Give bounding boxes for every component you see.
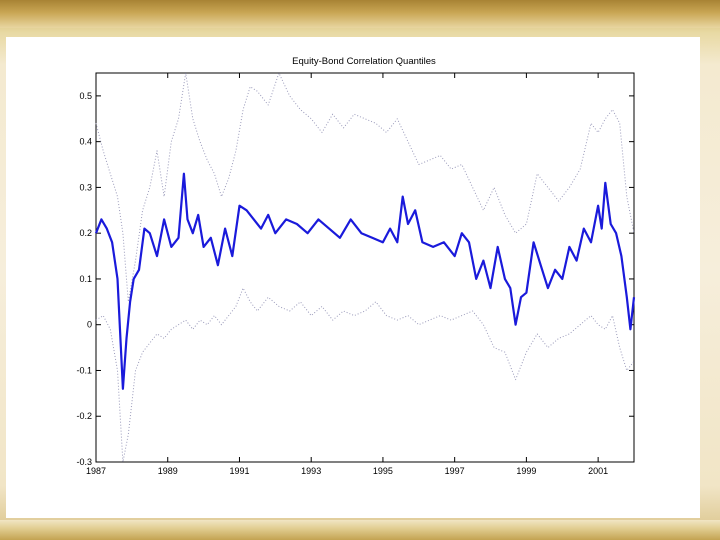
x-tick-label: 1993 xyxy=(301,466,321,476)
y-tick-label: 0.1 xyxy=(79,274,92,284)
slide-top-band xyxy=(0,0,720,28)
y-tick-label: 0.5 xyxy=(79,91,92,101)
y-axis-ticks: -0.3 -0.2 -0.1 0 0.1 0.2 0.3 0.4 0.5 xyxy=(76,91,634,467)
y-tick-label: 0.2 xyxy=(79,228,92,238)
quantile-band-line xyxy=(95,72,635,303)
median-correlation-line xyxy=(94,172,636,390)
x-tick-label: 1989 xyxy=(158,466,178,476)
x-tick-label: 1999 xyxy=(516,466,536,476)
y-tick-label: -0.2 xyxy=(76,411,92,421)
x-tick-label: 1987 xyxy=(86,466,106,476)
plot-frame xyxy=(95,72,635,463)
y-tick-label: 0.4 xyxy=(79,137,92,147)
x-tick-label: 1995 xyxy=(373,466,393,476)
correlation-chart: Equity-Bond Correlation Quantiles 1987 19… xyxy=(76,56,636,476)
y-tick-label: 0.3 xyxy=(79,182,92,192)
quantile-band-line xyxy=(95,287,635,463)
x-axis-ticks: 1987 1989 1991 1993 1995 1997 1999 2001 xyxy=(86,73,608,476)
series-layer xyxy=(94,72,636,463)
x-tick-label: 1991 xyxy=(229,466,249,476)
chart-title: Equity-Bond Correlation Quantiles xyxy=(292,56,436,67)
x-tick-label: 2001 xyxy=(588,466,608,476)
y-tick-label: -0.3 xyxy=(76,457,92,467)
y-tick-label: -0.1 xyxy=(76,365,92,375)
y-tick-label: 0 xyxy=(87,320,92,330)
figure-panel: Equity-Bond Correlation Quantiles 1987 19… xyxy=(6,37,700,518)
x-tick-label: 1997 xyxy=(445,466,465,476)
slide-bottom-band xyxy=(0,520,720,540)
